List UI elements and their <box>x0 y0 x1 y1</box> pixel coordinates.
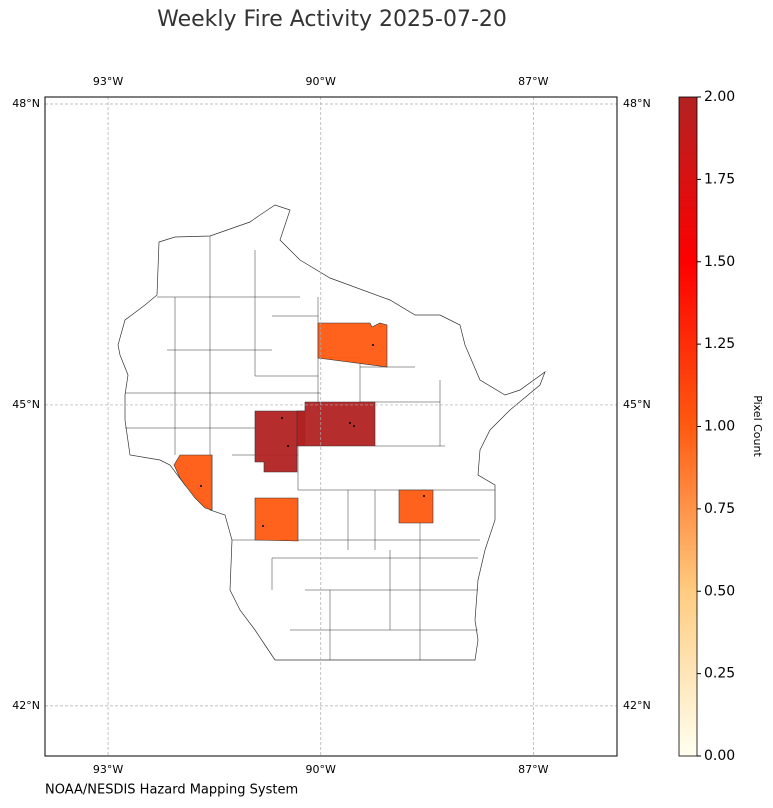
colorbar-tick-label: 0.00 <box>704 748 735 764</box>
x-tick-label: 93°W <box>93 75 123 88</box>
colorbar-tick-label: 0.75 <box>704 501 735 517</box>
region <box>254 497 299 542</box>
colorbar-tick-label: 1.00 <box>704 419 735 435</box>
y-tick-label: 48°N <box>623 97 651 110</box>
fire-point <box>200 485 202 487</box>
fire-point <box>287 445 289 447</box>
colorbar-tick-label: 1.50 <box>704 254 735 270</box>
fire-point <box>353 425 355 427</box>
region <box>296 401 376 447</box>
region <box>317 322 388 368</box>
colorbar <box>678 96 698 757</box>
y-tick-label: 48°N <box>12 97 40 110</box>
colorbar-tick-label: 2.00 <box>704 89 735 105</box>
x-tick-label: 90°W <box>306 763 336 776</box>
y-tick-label: 42°N <box>12 699 40 712</box>
colorbar-label: Pixel Count <box>751 395 764 457</box>
x-tick-label: 87°W <box>518 763 548 776</box>
colorbar-tick-label: 0.50 <box>704 583 735 599</box>
fire-point <box>349 422 351 424</box>
colorbar-tick-label: 1.25 <box>704 336 735 352</box>
map-frame <box>44 96 618 757</box>
region <box>398 489 434 524</box>
y-tick-label: 45°N <box>12 398 40 411</box>
fire-point <box>423 495 425 497</box>
fire-point <box>281 417 283 419</box>
x-tick-label: 90°W <box>306 75 336 88</box>
regions-layer <box>173 322 434 542</box>
fire-point <box>262 525 264 527</box>
fire-point <box>372 344 374 346</box>
source-note: NOAA/NESDIS Hazard Mapping System <box>45 783 298 798</box>
region <box>173 454 213 511</box>
y-tick-label: 42°N <box>623 699 651 712</box>
colorbar-tick-label: 0.25 <box>704 666 735 682</box>
x-tick-label: 87°W <box>518 75 548 88</box>
y-tick-label: 45°N <box>623 398 651 411</box>
x-tick-label: 93°W <box>93 763 123 776</box>
colorbar-tick-label: 1.75 <box>704 171 735 187</box>
fire-points <box>200 344 425 527</box>
chart-title: Weekly Fire Activity 2025-07-20 <box>157 7 507 32</box>
